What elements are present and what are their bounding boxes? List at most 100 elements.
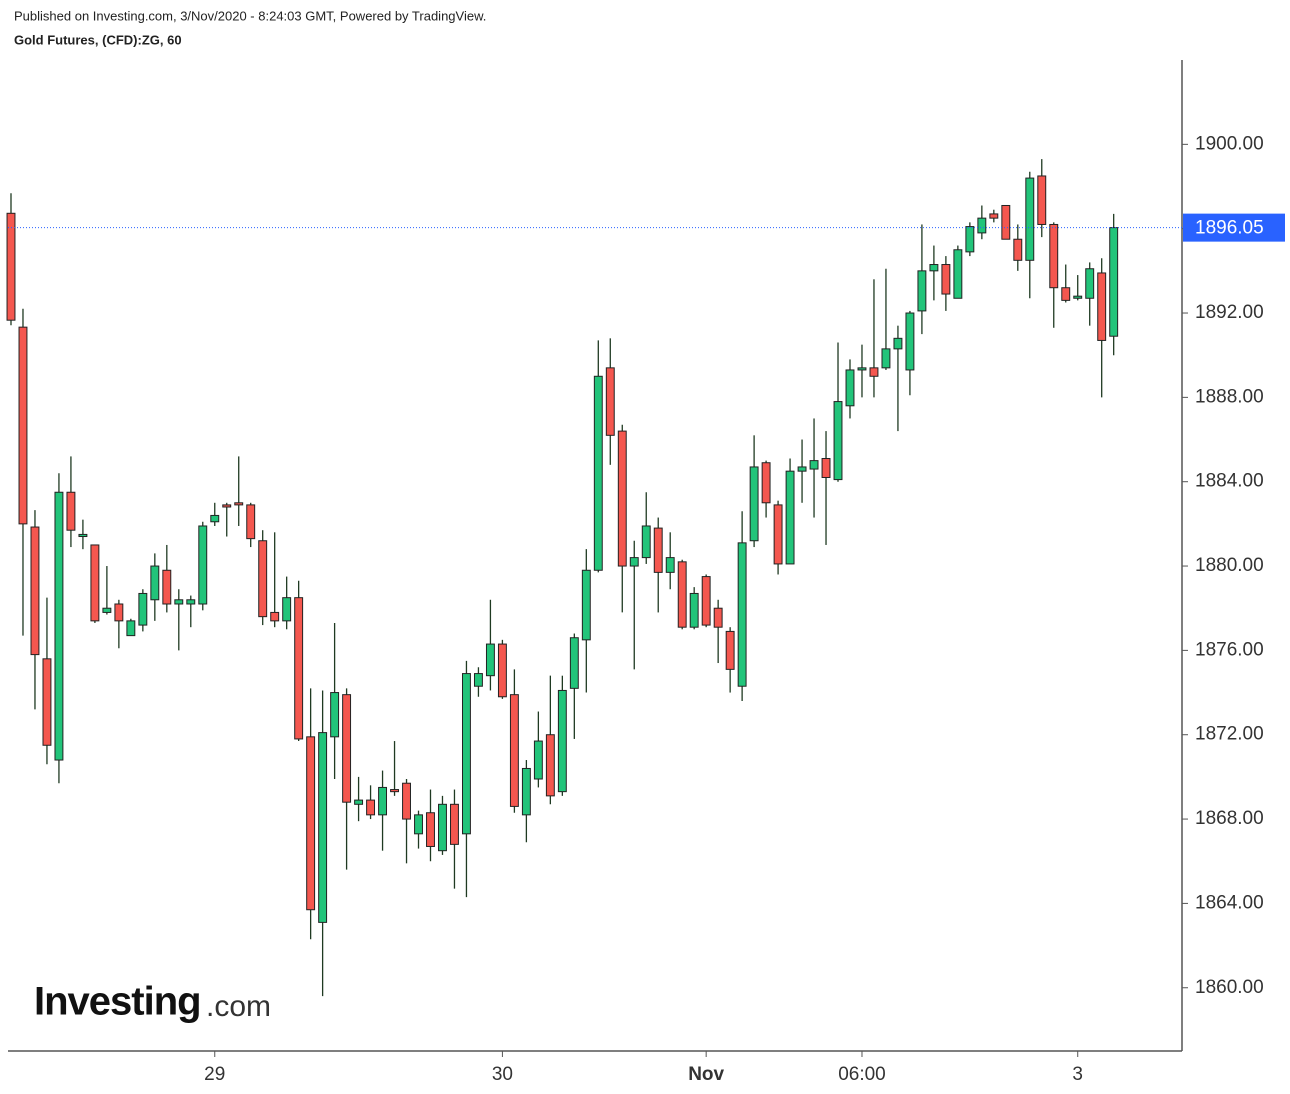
candle-body [617,430,627,567]
candle-body [785,470,795,565]
candle-body [330,692,340,738]
candle-body [438,803,447,852]
candle-body [1049,223,1059,289]
candle-body [18,326,28,525]
x-tick-label: 30 [492,1064,513,1085]
candle-body [593,375,603,571]
candle-body [857,367,867,371]
candle-body [270,611,280,622]
candle-body [881,348,891,369]
candle-body [186,599,196,605]
y-tick-label: 1888.00 [1195,386,1264,407]
candle-body [1109,227,1119,337]
candle-body [737,542,747,687]
candle-body [533,740,543,780]
candle-body [102,607,112,613]
candle-body [138,592,148,626]
candle-body [581,569,591,641]
logo-suffix: .com [206,990,271,1023]
candle-body [90,544,100,622]
candle-body [6,212,16,321]
candle-body [1013,238,1023,261]
candle-body [258,540,268,618]
candle-body [150,565,160,601]
candle-body [677,561,687,628]
candle-body [342,694,352,803]
y-tick-label: 1864.00 [1195,892,1264,913]
candle-body [294,597,304,740]
candle-body [1025,177,1035,261]
candle-body [246,504,256,540]
last-price-box [1183,213,1285,242]
candle-body [366,799,376,816]
candle-body [114,603,124,622]
candle-body [497,643,507,698]
candle-body [42,658,52,746]
candle-body [809,460,819,470]
x-tick-label: 3 [1072,1064,1083,1085]
candle-body [629,557,639,567]
candle-body [689,592,699,628]
candle-body [545,734,555,797]
candle-body [893,337,903,350]
candle-body [210,514,220,523]
logo-name: Investing [34,980,201,1024]
candle-body [30,526,40,656]
candle-body [521,767,531,816]
candle-body [390,789,399,793]
candle-body [461,673,471,835]
y-tick-label: 1900.00 [1195,133,1264,154]
x-tick-label: 29 [204,1064,225,1085]
candle-body [761,462,771,504]
y-tick-label: 1880.00 [1195,555,1264,576]
candle-body [725,630,735,670]
candle-body [1073,295,1083,299]
candle-body [1097,272,1107,341]
candle-body [1085,268,1095,299]
candle-body [234,502,244,506]
candle-body [641,525,651,559]
candle-body [174,599,184,605]
candle-body [414,814,423,835]
candle-body [797,466,807,472]
candle-body [965,226,975,253]
candle-body [557,689,567,793]
candle-body [473,673,483,687]
candle-body [378,786,388,816]
last-price-label: 1896.05 [1195,218,1264,239]
candle-body [665,557,675,573]
candle-body [569,637,579,689]
candle-body [701,576,711,626]
x-tick-label: Nov [688,1064,724,1085]
candle-body [953,249,963,299]
candle-body [222,504,232,508]
candle-body [845,369,855,407]
y-tick-label: 1876.00 [1195,639,1264,660]
candle-body [306,736,316,911]
candle-body [749,466,759,542]
candle-body [66,491,76,531]
y-tick-label: 1872.00 [1195,724,1264,745]
x-tick-label: 06:00 [838,1064,886,1085]
candle-body [869,367,879,377]
candle-body [821,458,831,478]
candle-body [318,732,328,923]
published-note: Published on Investing.com, 3/Nov/2020 -… [14,8,486,23]
candle-body [485,643,495,677]
candle-body [929,264,939,272]
candle-body [941,264,951,295]
candle-body [402,782,411,820]
candle-body [977,217,987,234]
candle-body [713,607,723,628]
candle-body [426,812,435,847]
y-tick-label: 1860.00 [1195,977,1264,998]
candle-body [282,597,292,622]
candle-body [833,401,843,481]
chart-title: Gold Futures, (CFD):ZG, 60 [14,32,182,47]
candle-body [509,694,519,807]
candle-body [78,533,88,538]
candle-body [126,620,136,637]
candle-body [917,270,927,312]
candle-body [653,527,663,573]
